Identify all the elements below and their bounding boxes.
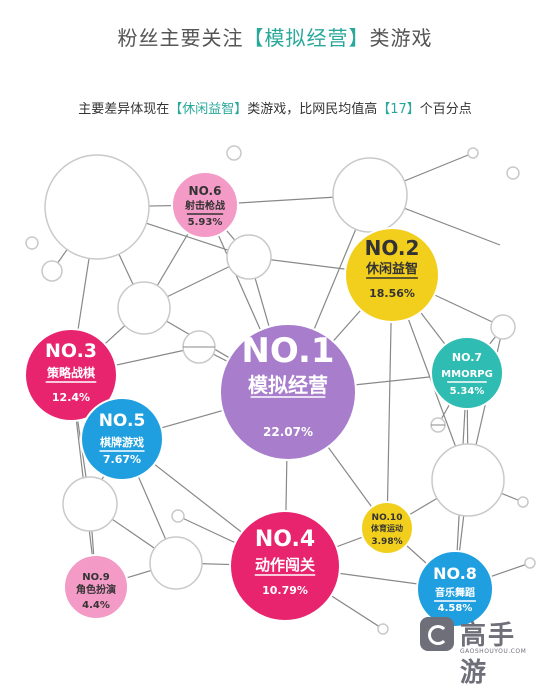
bubble-category-label: MMORPG [441, 369, 493, 380]
category-bubble: NO.7 MMORPG 5.34% [430, 336, 504, 410]
page-title: 粉丝主要关注【模拟经营】类游戏 [0, 22, 550, 51]
site-logo: 高手游 GAOSHOUYOU.COM [420, 615, 535, 688]
network-node [490, 314, 516, 340]
network-node [171, 509, 185, 523]
network-node [524, 557, 536, 569]
network-node [517, 496, 529, 508]
bubble-rank-label: NO.10 [372, 513, 403, 523]
network-node [62, 476, 118, 532]
network-node [226, 145, 242, 161]
bubble-rank-label: NO.9 [82, 572, 109, 583]
bubble-value-label: 18.56% [369, 287, 415, 300]
network-node [467, 147, 479, 159]
bubble-category-label: 模拟经营 [248, 373, 328, 397]
bubble-circle [416, 550, 494, 628]
page-subtitle: 主要差异体现在【休闲益智】类游戏，比网民均值高【17】个百分点 [0, 98, 550, 117]
category-bubble: NO.3 策略战棋 12.4% [24, 328, 118, 422]
network-node [431, 443, 505, 517]
network-node [41, 260, 63, 282]
bubble-category-label: 音乐舞蹈 [435, 586, 475, 599]
network-node [117, 281, 171, 335]
bubble-value-label: 5.93% [188, 217, 223, 228]
bubble-circle [63, 554, 129, 620]
bubble-rank-label: NO.3 [45, 340, 97, 362]
bubble-value-label: 5.34% [450, 386, 485, 397]
category-bubble: NO.8 音乐舞蹈 4.58% [416, 550, 494, 628]
bubble-rank-label: NO.6 [189, 184, 222, 198]
bubble-value-label: 7.67% [103, 453, 141, 466]
bubble-category-label: 体育运动 [371, 523, 403, 533]
subtitle-prefix: 主要差异体现在 [78, 102, 170, 117]
bubble-circle [171, 171, 239, 239]
title-highlight: 【模拟经营】 [243, 26, 370, 50]
bubble-rank-label: NO.2 [365, 236, 420, 260]
bubble-rank-label: NO.7 [452, 351, 482, 364]
bubble-rank-label: NO.1 [241, 331, 334, 371]
bubble-rank-label: NO.4 [255, 527, 315, 552]
bubble-rank-label: NO.5 [99, 411, 146, 431]
bubble-category-label: 动作闯关 [255, 556, 315, 574]
network-node [377, 623, 389, 635]
subtitle-suffix: 个百分点 [419, 102, 472, 117]
subtitle-highlight-number: 【17】 [377, 102, 420, 117]
category-bubble: NO.5 棋牌游戏 7.67% [80, 397, 164, 481]
network-node [25, 236, 39, 250]
subtitle-mid: 类游戏，比网民均值高 [247, 102, 378, 117]
bubble-value-label: 10.79% [262, 584, 308, 597]
bubble-category-label: 角色扮演 [76, 583, 116, 596]
logo-subtext: GAOSHOUYOU.COM [460, 648, 527, 655]
bubble-rank-label: NO.8 [433, 564, 477, 583]
category-bubble: NO.4 动作闯关 10.79% [229, 510, 341, 622]
bubble-circle [24, 328, 118, 422]
bubble-circle [229, 510, 341, 622]
bubble-category-label: 策略战棋 [47, 365, 95, 380]
bubble-category-label: 棋牌游戏 [99, 435, 144, 449]
bubble-value-label: 22.07% [263, 425, 313, 439]
title-suffix: 类游戏 [369, 26, 433, 50]
bubble-circle [360, 501, 414, 555]
network-node [332, 157, 408, 233]
bubble-circle [430, 336, 504, 410]
subtitle-highlight-category: 【休闲益智】 [169, 102, 248, 117]
network-node [226, 234, 272, 280]
network-node [506, 166, 520, 180]
bubble-category-label: 休闲益智 [365, 261, 418, 277]
logo-icon [420, 617, 454, 651]
bubble-value-label: 4.58% [438, 603, 473, 614]
network-node [149, 536, 203, 590]
bubble-value-label: 3.98% [371, 537, 402, 547]
bubble-circle [80, 397, 164, 481]
bubble-circle [344, 227, 440, 323]
bubble-category-label: 射击枪战 [184, 199, 225, 212]
bubble-circle [219, 323, 357, 461]
bubble-value-label: 4.4% [82, 600, 110, 611]
network-node [44, 154, 150, 260]
bubble-value-label: 12.4% [52, 391, 90, 404]
title-prefix: 粉丝主要关注 [117, 26, 244, 50]
